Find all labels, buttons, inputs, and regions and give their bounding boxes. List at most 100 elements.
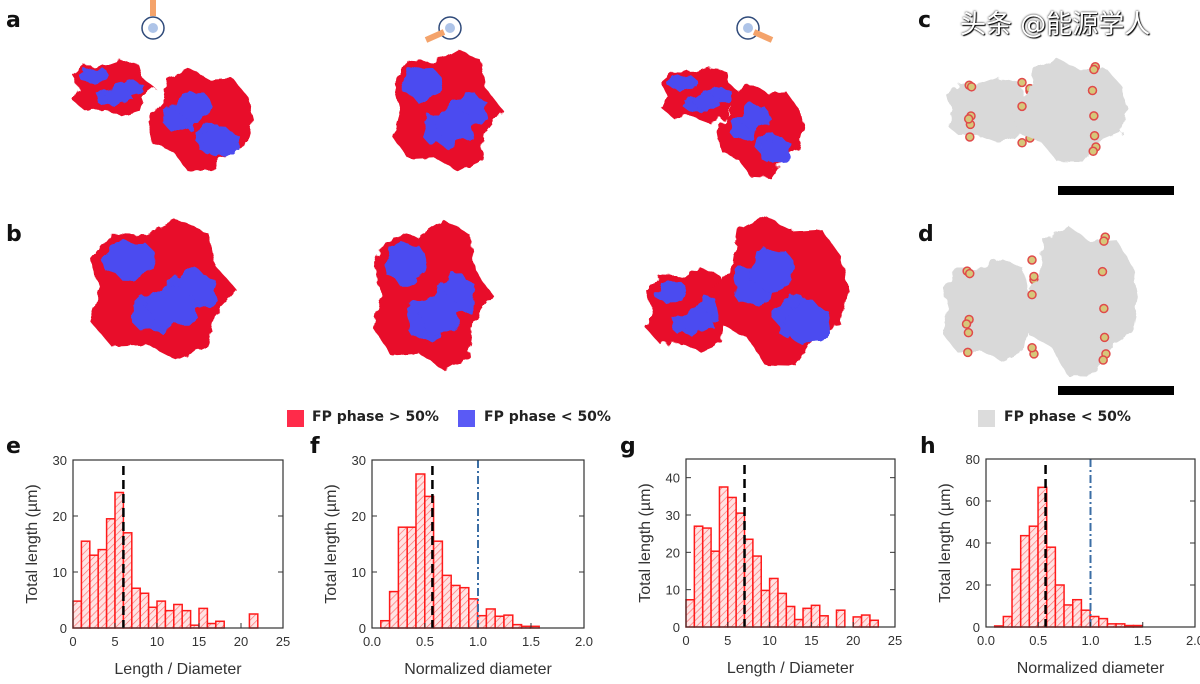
x-tick-label: 2.0 <box>1186 633 1200 648</box>
view-direction-marker <box>736 16 774 43</box>
histogram-bar <box>147 606 158 629</box>
red-phase-spot <box>1099 236 1109 246</box>
particle-a1 <box>72 59 254 173</box>
blue-phase-patch <box>680 307 713 334</box>
red-phase-spot <box>1089 130 1100 141</box>
y-tick-label: 10 <box>53 565 67 580</box>
y-tick-label: 0 <box>673 620 680 635</box>
y-tick-label: 10 <box>352 565 366 580</box>
red-phase-spot <box>963 327 974 338</box>
histogram-bar <box>1011 568 1022 628</box>
histogram-bar <box>215 620 225 629</box>
view-arrow-icon <box>752 29 774 43</box>
x-tick-label: 1.0 <box>1081 633 1099 648</box>
red-phase-spot <box>1017 101 1027 112</box>
red-phase-spot <box>1017 77 1027 88</box>
y-tick-label: 20 <box>666 545 680 560</box>
y-tick-label: 40 <box>966 536 980 551</box>
x-tick-label: 0 <box>682 633 689 648</box>
blue-phase-patch <box>691 93 721 111</box>
view-circle-icon <box>736 16 760 40</box>
x-tick-label: 5 <box>724 633 731 648</box>
histogram-bar <box>835 609 846 628</box>
blue-phase-patch <box>382 240 427 286</box>
panel-label-f: f <box>310 434 320 459</box>
x-axis-label: Length / Diameter <box>727 660 855 677</box>
particle-body <box>712 214 849 366</box>
y-tick-label: 60 <box>966 494 980 509</box>
view-direction-marker <box>424 16 462 43</box>
red-phase-spot <box>963 114 974 124</box>
x-tick-label: 5 <box>111 634 118 649</box>
blue-phase-patch <box>667 74 698 92</box>
x-axis-label: Normalized diameter <box>404 661 552 678</box>
blue-phase-patch <box>748 247 796 293</box>
histogram-bar <box>869 619 880 628</box>
histogram-g: 0 5 10 15 20 25 0 10 20 30 40 Length / Diameter Tota… <box>637 458 902 677</box>
histogram-bar <box>388 590 400 629</box>
x-tick-label: 1.5 <box>1134 633 1152 648</box>
histogram-bar <box>441 574 452 629</box>
particle-b3 <box>646 214 849 366</box>
particle-renderings <box>72 0 1139 376</box>
histogram-bar <box>693 525 704 628</box>
y-tick-label: 0 <box>60 621 67 636</box>
histogram-bar <box>727 496 737 628</box>
x-tick-label: 0 <box>69 634 76 649</box>
histogram-bar <box>450 584 461 629</box>
y-tick-label: 20 <box>352 509 366 524</box>
particle-body <box>147 68 254 173</box>
view-circle-icon <box>141 16 165 40</box>
particle-c <box>946 58 1129 163</box>
x-tick-label: 25 <box>276 634 290 649</box>
histogram-e: 0 5 10 15 20 25 0 10 20 30 Length / Diameter Total … <box>24 453 290 678</box>
x-tick-label: 1.0 <box>469 634 487 649</box>
histogram-bar <box>139 592 150 629</box>
histogram-bar <box>248 613 259 629</box>
histogram-bar <box>206 622 217 629</box>
panel-label-e: e <box>6 434 21 459</box>
red-phase-spot <box>1089 111 1099 121</box>
red-phase-spot <box>963 347 973 358</box>
legend-label-blue: FP phase < 50% <box>484 409 611 425</box>
plot-frame <box>72 459 284 629</box>
blue-phase-patch <box>174 90 213 122</box>
blue-phase-patch <box>653 279 688 305</box>
histogram-bar <box>173 603 183 629</box>
histogram-bar <box>793 618 804 628</box>
histogram-bar <box>105 518 116 629</box>
histogram-bar <box>89 554 99 629</box>
particle-b2 <box>373 219 493 371</box>
histogram-bar <box>710 550 721 628</box>
panel-label-b: b <box>6 222 22 247</box>
histogram-bar <box>685 598 696 628</box>
view-arrow-icon <box>424 29 446 43</box>
y-tick-label: 80 <box>966 452 980 467</box>
histogram-bar <box>802 607 813 628</box>
histogram-bar <box>415 473 426 629</box>
red-phase-spot <box>1097 266 1108 277</box>
histogram-bar <box>122 532 133 629</box>
y-axis-label: Total length (µm) <box>937 483 954 602</box>
histogram-bar <box>1080 609 1091 628</box>
red-phase-spot <box>1017 138 1027 148</box>
histogram-bar <box>164 609 175 629</box>
view-dot-icon <box>148 23 158 33</box>
legend-swatch-gray <box>978 410 995 427</box>
histogram-bar <box>1063 604 1074 628</box>
y-tick-label: 20 <box>966 578 980 593</box>
histogram-bar <box>494 615 505 629</box>
blue-phase-patch <box>103 86 133 104</box>
histogram-bar <box>72 600 83 629</box>
y-tick-label: 10 <box>666 583 680 598</box>
histogram-bar <box>768 577 779 628</box>
plot-frame <box>685 458 896 628</box>
x-tick-label: 25 <box>888 633 902 648</box>
legend-label-red: FP phase > 50% <box>312 409 439 425</box>
particle-d <box>942 224 1139 376</box>
particle-body <box>1022 224 1139 376</box>
blue-phase-patch <box>783 299 830 345</box>
x-tick-label: 20 <box>234 634 248 649</box>
histogram-bar <box>760 589 771 628</box>
